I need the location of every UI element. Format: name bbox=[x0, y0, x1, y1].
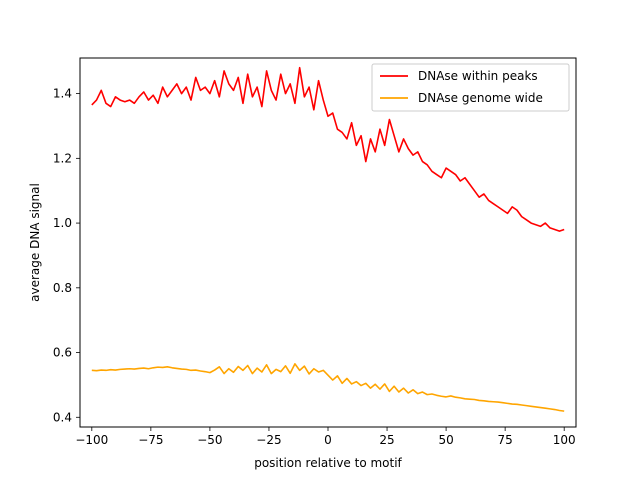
y-axis: 0.4 0.6 0.8 1.0 1.2 1.4 bbox=[53, 87, 80, 424]
legend-label-dnase-within-peaks: DNAse within peaks bbox=[418, 69, 538, 83]
y-tick-label: 0.4 bbox=[53, 410, 72, 424]
series-layer bbox=[91, 66, 565, 412]
legend-label-dnase-genome-wide: DNAse genome wide bbox=[418, 91, 543, 105]
y-tick-label: 1.4 bbox=[53, 87, 72, 101]
series-line-dnase-genome-wide bbox=[91, 363, 565, 412]
x-tick-label: 75 bbox=[498, 433, 513, 447]
y-tick-label: 0.8 bbox=[53, 281, 72, 295]
x-tick-label: −75 bbox=[138, 433, 163, 447]
x-tick-label: 25 bbox=[379, 433, 394, 447]
y-axis-label: average DNA signal bbox=[28, 183, 42, 302]
legend-box bbox=[371, 63, 570, 112]
x-tick-label: −25 bbox=[256, 433, 281, 447]
legend: DNAse within peaks DNAse genome wide bbox=[371, 63, 570, 112]
x-tick-label: −100 bbox=[75, 433, 108, 447]
y-tick-label: 0.6 bbox=[53, 346, 72, 360]
y-tick-label: 1.2 bbox=[53, 151, 72, 165]
x-axis: −100 −75 −50 −25 0 25 50 75 100 bbox=[75, 427, 576, 447]
x-tick-label: 100 bbox=[553, 433, 576, 447]
x-tick-label: 0 bbox=[324, 433, 332, 447]
series-line-dnase-within-peaks bbox=[91, 66, 565, 232]
x-tick-label: −50 bbox=[197, 433, 222, 447]
x-tick-label: 50 bbox=[438, 433, 453, 447]
y-tick-label: 1.0 bbox=[53, 216, 72, 230]
x-axis-label: position relative to motif bbox=[254, 456, 402, 470]
